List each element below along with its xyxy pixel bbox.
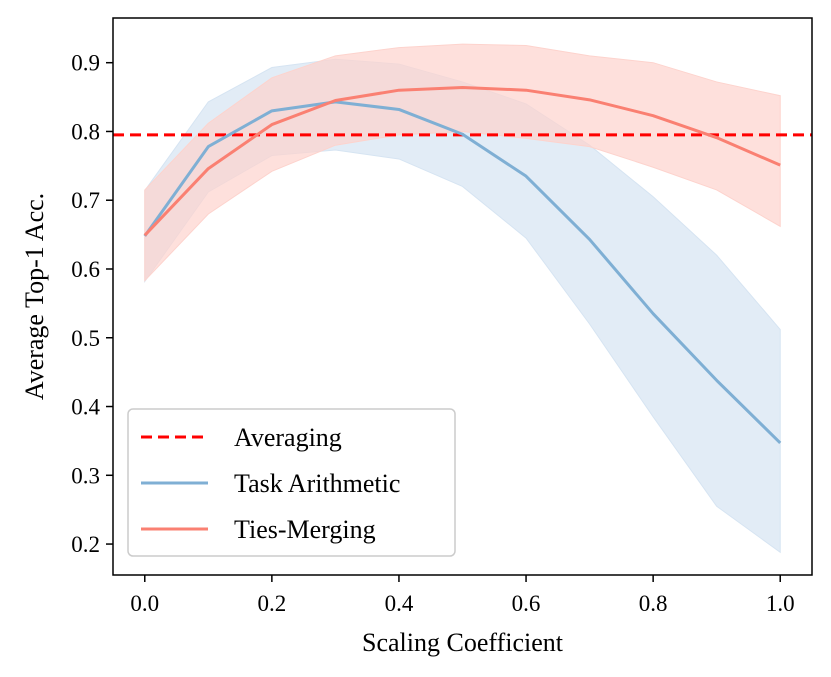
y-tick-label: 0.7 xyxy=(71,188,100,213)
band-ties-merging xyxy=(144,43,781,282)
series-line-ties-merging xyxy=(143,85,781,237)
confidence-bands xyxy=(144,43,781,554)
y-axis-label: Average Top-1 Acc. xyxy=(20,193,49,400)
y-tick-label: 0.2 xyxy=(71,532,100,557)
legend-label: Averaging xyxy=(234,423,342,452)
x-tick-label: 0.8 xyxy=(639,591,668,616)
y-tick-label: 0.6 xyxy=(71,257,100,282)
x-axis: 0.0 0.2 0.4 0.6 0.8 1.0 xyxy=(130,575,795,616)
x-axis-label: Scaling Coefficient xyxy=(362,628,564,657)
y-axis: 0.2 0.3 0.4 0.5 0.6 0.7 0.8 0.9 xyxy=(71,51,113,557)
plot-frame xyxy=(112,17,813,576)
legend: Averaging Task Arithmetic Ties-Merging xyxy=(127,408,456,557)
series-lines xyxy=(143,85,782,445)
y-tick-label: 0.3 xyxy=(71,463,100,488)
y-tick-label: 0.9 xyxy=(71,51,100,76)
y-tick-label: 0.5 xyxy=(71,326,100,351)
legend-label: Task Arithmetic xyxy=(234,469,400,498)
x-tick-label: 0.0 xyxy=(130,591,159,616)
series-line-task-arithmetic xyxy=(143,100,782,445)
y-tick-label: 0.4 xyxy=(71,395,100,420)
legend-box xyxy=(127,408,456,557)
y-tick-label: 0.8 xyxy=(71,119,100,144)
x-tick-label: 0.6 xyxy=(512,591,541,616)
x-tick-label: 0.4 xyxy=(385,591,414,616)
x-tick-label: 0.2 xyxy=(257,591,286,616)
x-tick-label: 1.0 xyxy=(766,591,795,616)
legend-label: Ties-Merging xyxy=(234,515,376,544)
